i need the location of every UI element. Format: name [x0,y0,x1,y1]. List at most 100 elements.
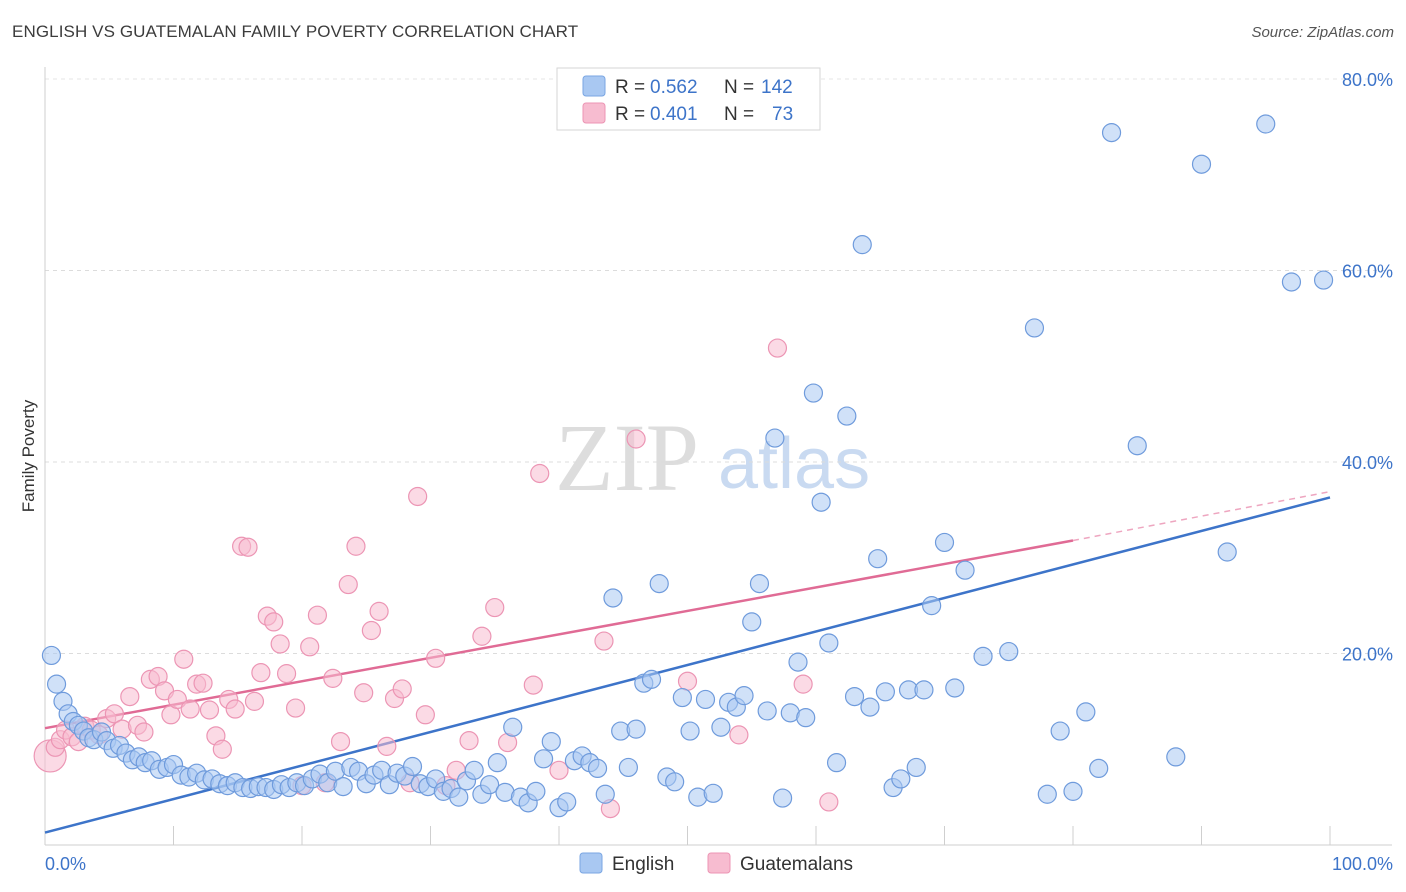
english-point [618,757,638,778]
english-point [1166,747,1186,767]
guatemalans-trend-line [44,539,1074,730]
guatemalans-point [346,536,366,556]
english-point [41,645,62,666]
english-point [595,784,615,804]
guatemalans-point [626,429,646,449]
english-point [1281,272,1302,292]
english-n-label: N = [724,77,754,98]
english-point [844,686,865,707]
english-point [945,678,965,698]
guatemalans-bottom-swatch [707,852,731,874]
english-point [1313,270,1334,290]
guatemalans-point [485,597,505,618]
english-point [772,788,793,808]
english-point [665,772,685,792]
guatemalans-point [549,760,569,780]
english-trend-line [44,496,1331,834]
english-point [1217,542,1237,562]
english-point [533,749,554,769]
english-point [1191,154,1212,174]
guatemalans-point [472,626,492,646]
english-point [1063,781,1083,801]
english-n-value: 142 [761,77,793,98]
english-r-label: R = [615,77,645,98]
english-point [891,769,911,789]
english-point [626,719,646,739]
english-point [680,721,700,741]
english-point [449,787,469,807]
guatemalans-point [377,736,397,756]
guatemalans-point [270,634,290,654]
english-point [480,775,500,795]
english-point [803,383,824,403]
y-tick-label: 80.0% [1342,70,1393,90]
english-point [1256,114,1276,134]
guatemalans-point [251,663,271,683]
guatemalans-point [330,731,351,752]
x-tick-labels: 0.0% 100.0% [45,854,1393,874]
english-r-value: 0.562 [650,77,698,98]
english-point [796,708,816,728]
english-point [1089,758,1109,779]
english-bottom-swatch [579,852,603,874]
guatemalans-point [369,601,389,621]
english-point [526,781,546,801]
guatemalans-point [767,338,788,358]
english-point [541,731,561,752]
english-point [46,674,67,694]
series-english [41,114,1334,818]
english-point [1037,784,1057,804]
english-point [826,753,847,773]
watermark-zip: ZIP [555,404,699,511]
english-point [955,560,975,580]
guatemalans-point [104,704,124,724]
guatemalans-point [193,673,213,693]
guatemalans-point [338,574,358,595]
guatemalans-bottom-label: Guatemalans [740,854,853,875]
guatemalans-point [408,486,428,507]
y-tick-label: 60.0% [1342,262,1393,282]
guatemalans-point [361,620,381,641]
guatemalans-point [426,648,446,668]
english-point [1050,721,1070,741]
guatemalans-point [134,722,154,742]
guatemalans-point [594,631,614,651]
watermark: ZIP atlas [555,404,870,511]
english-point [587,758,608,779]
guatemalans-r-label: R = [615,104,645,125]
english-point [1024,318,1045,338]
series-guatemalans [33,338,839,819]
chart-title: ENGLISH VS GUATEMALAN FAMILY POVERTY COR… [12,22,579,41]
english-point [711,717,731,737]
english-point [641,669,662,689]
english-point [875,682,895,702]
guatemalans-point [212,739,232,759]
guatemalans-point [244,691,265,711]
guatemalans-point [285,698,306,718]
guatemalans-point [174,649,194,669]
english-legend-swatch [582,75,606,97]
english-point [703,783,723,803]
chart-source: Source: ZipAtlas.com [1251,24,1394,41]
english-point [811,492,831,512]
english-point [672,687,692,708]
english-point [503,717,523,737]
guatemalans-legend-swatch [582,102,606,124]
series-legend: English Guatemalans [579,852,853,875]
english-point [464,760,484,780]
guatemalans-point [677,671,698,691]
guatemalans-point [180,699,200,719]
guatemalans-point [238,537,258,557]
guatemalans-n-label: N = [724,104,754,125]
english-point [906,757,926,778]
english-point [749,574,770,594]
english-point [734,686,754,706]
guatemalans-point [392,679,412,699]
english-point [860,697,880,717]
guatemalans-point [300,637,320,657]
stats-legend: R = 0.562 N = 142 R = 0.401 N = 73 [556,67,821,131]
guatemalans-point [199,700,220,720]
english-point [1076,702,1096,722]
guatemalans-point [415,705,435,725]
